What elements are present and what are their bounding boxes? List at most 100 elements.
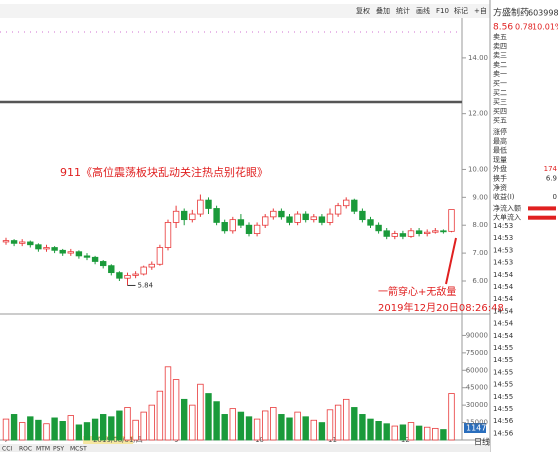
- candle-body: [310, 216, 317, 221]
- indicator-tab[interactable]: PSY: [53, 446, 64, 452]
- candle-body: [261, 216, 269, 226]
- toolbar-button[interactable]: 复权: [356, 6, 370, 15]
- volume-tick-label: 90000: [466, 331, 488, 339]
- volume-bar: [375, 421, 382, 441]
- candle-body: [108, 265, 115, 274]
- indicator-tab[interactable]: ROC: [19, 446, 32, 452]
- trade-time: 14:54: [493, 271, 514, 279]
- y-tick-label: 9.00: [472, 193, 488, 201]
- candle-body: [399, 233, 407, 237]
- y-tick-label: 10.00: [468, 165, 488, 173]
- candle-body: [359, 210, 366, 221]
- trade-time: 14:55: [493, 368, 513, 376]
- toolbar-button[interactable]: 叠加: [376, 6, 390, 15]
- candle-body: [59, 249, 66, 254]
- volume-bar: [415, 425, 423, 441]
- indicator-tab[interactable]: CCI: [2, 446, 12, 452]
- candle-body: [35, 244, 42, 250]
- y-tick-label: 12.00: [468, 110, 488, 118]
- volume-bar: [407, 422, 415, 441]
- volume-bar: [221, 414, 228, 441]
- indicator-tab[interactable]: MTM: [36, 446, 50, 452]
- candle-body: [67, 251, 74, 254]
- volume-bar: [124, 407, 131, 441]
- trade-time: 14:53: [493, 222, 513, 230]
- price: 8.56: [493, 23, 513, 33]
- trade-time: 14:55: [493, 393, 513, 401]
- volume-tick-label: 60000: [466, 366, 488, 374]
- volume-bar: [83, 422, 91, 441]
- volume-bar: [351, 407, 358, 441]
- candle-body: [18, 241, 26, 244]
- volume-bar: [432, 427, 439, 441]
- volume-bar: [91, 418, 99, 441]
- signal-arrow: [445, 237, 457, 285]
- stock-name: 方盛制药: [493, 7, 529, 19]
- candle-body: [229, 219, 236, 232]
- volume-bar: [180, 398, 188, 441]
- candle-body: [197, 199, 204, 215]
- volume-bar: [294, 411, 301, 441]
- trade-time: 14:56: [493, 417, 514, 425]
- candle-body: [172, 210, 180, 223]
- volume-bar: [197, 383, 204, 441]
- volume-bar: [326, 409, 334, 441]
- stock-code: 603998: [528, 9, 558, 18]
- candle-body: [91, 256, 99, 262]
- volume-bar: [440, 429, 447, 441]
- candle-body: [448, 209, 455, 232]
- toolbar-button[interactable]: F10: [436, 7, 449, 15]
- quote-label: 买五: [493, 117, 507, 125]
- candle-body: [432, 230, 439, 233]
- candle-body: [124, 275, 131, 279]
- candle-body: [2, 240, 10, 243]
- volume-bar: [35, 419, 42, 441]
- volume-bar: [253, 418, 261, 441]
- quote-label: 收益(I): [493, 192, 515, 201]
- toolbar-button[interactable]: 画线: [416, 6, 430, 15]
- quote-label: 买四: [493, 107, 507, 115]
- quote-label: 卖四: [493, 42, 507, 50]
- indicator-tab[interactable]: MCST: [70, 446, 87, 452]
- candle-body: [205, 199, 212, 209]
- candle-body: [237, 219, 245, 226]
- volume-tick-label: 75000: [466, 349, 488, 357]
- candle-body: [148, 263, 155, 268]
- candle-body: [286, 216, 293, 223]
- flow-bar: [528, 206, 556, 211]
- trade-time: 14:56: [493, 429, 514, 437]
- trade-time: 14:54: [493, 332, 514, 340]
- indicator-bar: [0, 444, 490, 452]
- quote-value: 6.9: [546, 175, 557, 183]
- trade-time: 14:54: [493, 283, 514, 291]
- candle-body: [213, 208, 220, 223]
- volume-bar: [391, 425, 398, 441]
- toolbar-button[interactable]: +自: [474, 6, 487, 15]
- volume-bar: [383, 423, 390, 441]
- last-volume: 1147: [466, 424, 486, 433]
- volume-bar: [10, 414, 18, 441]
- candle-body: [440, 230, 447, 233]
- toolbar-button[interactable]: 统计: [396, 6, 410, 15]
- volume-bar: [164, 366, 172, 441]
- volume-bar: [237, 411, 245, 441]
- quote-label: 净流入额: [493, 203, 521, 212]
- candle-body: [10, 240, 18, 244]
- trade-time: 14:55: [493, 356, 513, 364]
- candle-body: [83, 255, 91, 258]
- signal-time: 2019年12月20日08:26:48: [378, 301, 504, 314]
- candle-body: [189, 213, 196, 221]
- quote-label: 卖二: [493, 61, 507, 69]
- candle-body: [294, 213, 301, 223]
- candle-body: [278, 210, 285, 218]
- volume-bar: [132, 419, 139, 441]
- candle-body: [75, 251, 83, 257]
- volume-bar: [318, 422, 326, 441]
- volume-bar: [59, 421, 66, 441]
- toolbar-button[interactable]: 标记: [454, 6, 468, 15]
- trade-time: 14:53: [493, 259, 513, 267]
- volume-bar: [148, 404, 155, 441]
- trade-time: 14:53: [493, 234, 513, 242]
